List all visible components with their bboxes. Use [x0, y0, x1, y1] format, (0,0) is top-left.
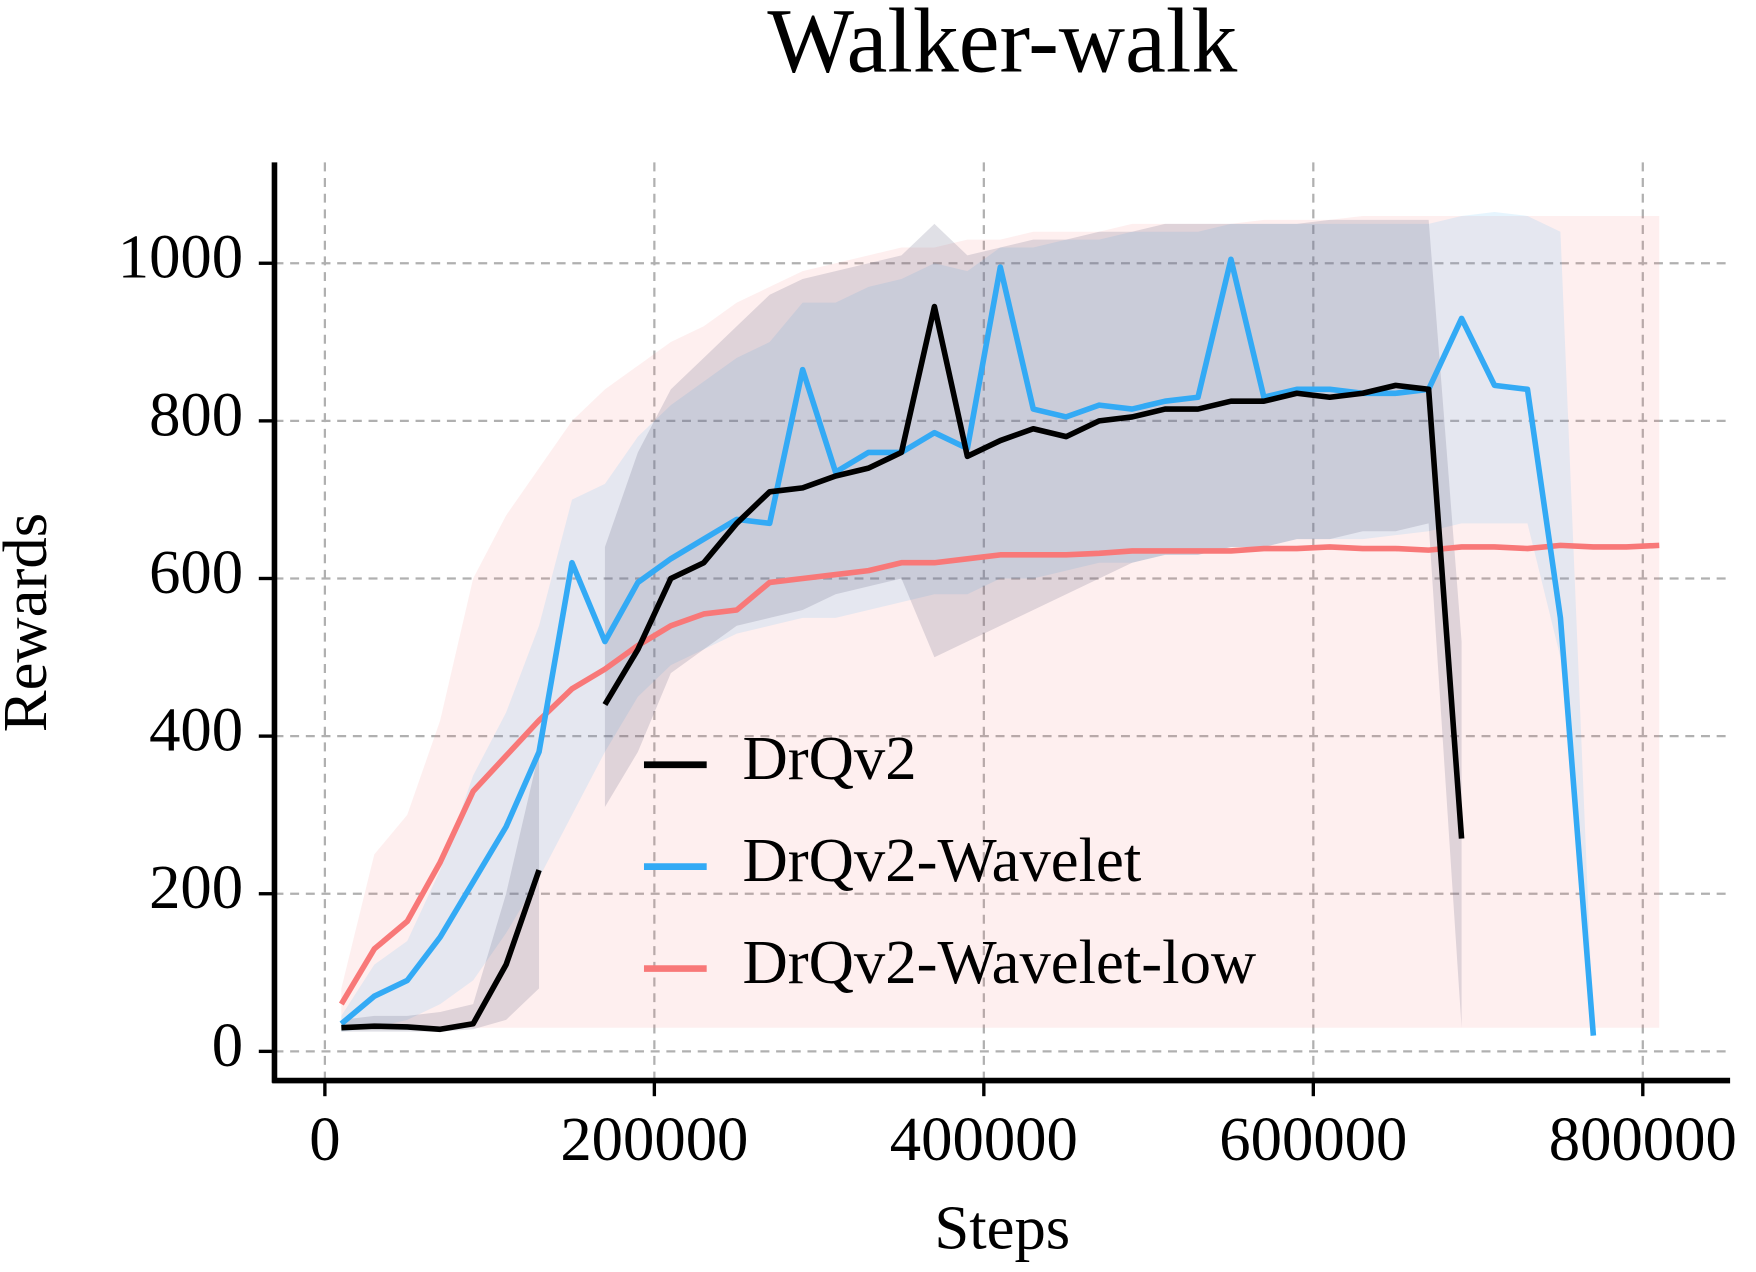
y-tick-label: 400 — [149, 695, 243, 765]
x-tick-label: 400000 — [890, 1104, 1078, 1174]
y-tick-label: 800 — [149, 379, 243, 449]
series-line — [602, 303, 1465, 839]
legend-label: DrQv2-Wavelet — [743, 825, 1142, 895]
confidence-band — [341, 212, 1594, 1040]
y-tick-label: 0 — [212, 1010, 243, 1080]
x-tick-label: 200000 — [560, 1104, 748, 1174]
x-tick-label: 800000 — [1549, 1104, 1737, 1174]
y-tick-label: 200 — [149, 852, 243, 922]
confidence-band — [341, 215, 1660, 1028]
legend-label: DrQv2-Wavelet-low — [743, 927, 1257, 997]
series-line — [341, 869, 542, 1033]
chart-title: Walker-walk — [767, 0, 1237, 91]
x-tick-label: 0 — [309, 1104, 340, 1174]
y-tick-label: 1000 — [118, 222, 243, 292]
y-tick-label: 600 — [149, 537, 243, 607]
x-axis-label: Steps — [934, 1192, 1070, 1262]
y-axis-label: Rewards — [0, 513, 60, 732]
legend-label: DrQv2 — [743, 723, 917, 793]
confidence-band — [341, 751, 540, 1032]
x-tick-label: 600000 — [1219, 1104, 1407, 1174]
